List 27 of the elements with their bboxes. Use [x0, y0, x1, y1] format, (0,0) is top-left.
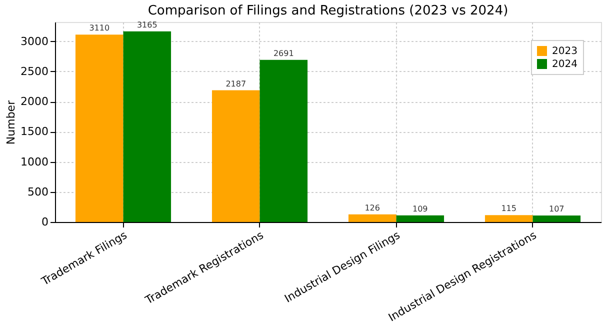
- data-label: 2187: [226, 79, 246, 88]
- bar: [396, 215, 444, 222]
- bar: [75, 34, 124, 222]
- data-label: 115: [501, 204, 517, 214]
- y-tick-label: 0: [42, 216, 48, 228]
- data-label: 126: [364, 203, 380, 212]
- data-label: 3110: [89, 24, 110, 33]
- bar: [212, 90, 260, 222]
- bar: [260, 60, 308, 222]
- y-tick-label: 2000: [20, 95, 48, 108]
- bar: [348, 214, 396, 222]
- y-tick-label: 1000: [20, 155, 48, 168]
- y-axis-title: Number: [4, 100, 18, 145]
- data-label: 107: [548, 204, 564, 214]
- bar: [532, 216, 581, 222]
- y-tick-label: 2500: [20, 64, 48, 78]
- y-tick-label: 3000: [20, 34, 48, 48]
- y-tick-label: 500: [28, 185, 48, 198]
- bar: [123, 31, 172, 222]
- legend-label: 2024: [552, 59, 578, 70]
- data-label: 3165: [136, 20, 158, 30]
- bar: [484, 215, 533, 222]
- data-label: 109: [412, 204, 428, 214]
- legend-label: 2023: [552, 46, 578, 57]
- y-tick-label: 1500: [20, 125, 48, 138]
- data-label: 2691: [273, 48, 294, 58]
- chart-title: Comparison of Filings and Registrations (2023 vs 2024): [148, 3, 508, 18]
